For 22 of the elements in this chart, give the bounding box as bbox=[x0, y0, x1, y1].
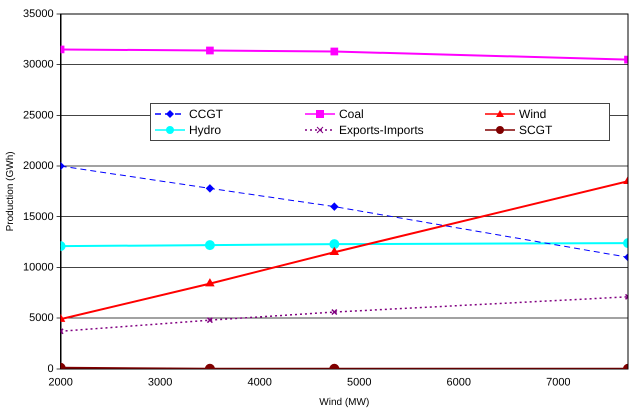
legend-label: Coal bbox=[339, 107, 364, 121]
x-tick-label: 4000 bbox=[247, 376, 272, 388]
y-tick-label: 5000 bbox=[29, 312, 54, 324]
y-tick-label: 25000 bbox=[22, 109, 54, 122]
y-tick-label: 30000 bbox=[22, 58, 54, 71]
x-tick-label: 2000 bbox=[48, 376, 73, 388]
y-tick-label: 10000 bbox=[22, 261, 54, 274]
x-tick-label: 5000 bbox=[346, 376, 372, 388]
x-tick-label: 3000 bbox=[148, 376, 172, 388]
y-tick-label: 20000 bbox=[22, 160, 54, 172]
y-tick-label: 35000 bbox=[22, 8, 54, 20]
y-tick-label: 0 bbox=[47, 362, 54, 375]
x-axis-title: Wind (MW) bbox=[319, 396, 370, 408]
legend-label: Hydro bbox=[189, 123, 222, 137]
legend-label: SCGT bbox=[519, 123, 552, 137]
x-tick-label: 6000 bbox=[446, 376, 472, 388]
legend-label: CCGT bbox=[189, 107, 223, 121]
x-tick-label: 7000 bbox=[546, 376, 571, 388]
y-axis-title: Production (GWh) bbox=[4, 151, 16, 232]
legend-label: Wind bbox=[519, 107, 546, 121]
legend-label: Exports-Imports bbox=[339, 123, 424, 137]
y-tick-label: 15000 bbox=[22, 210, 54, 223]
